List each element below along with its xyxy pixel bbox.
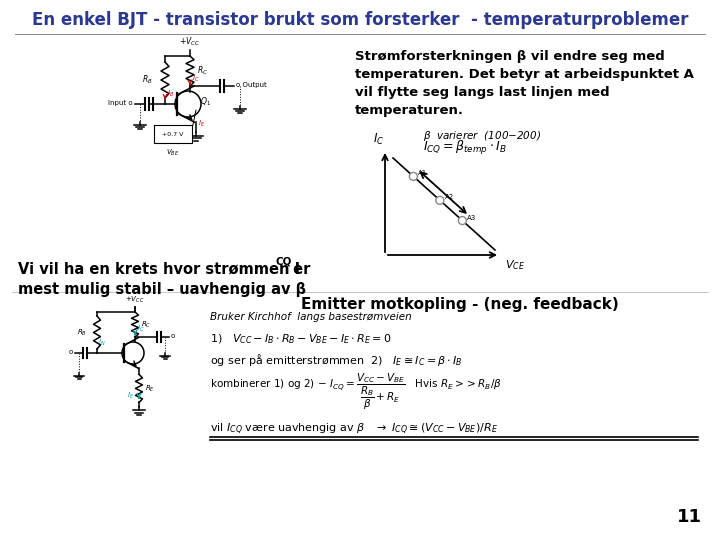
Text: $Q_1$: $Q_1$ bbox=[200, 96, 211, 108]
Text: $V_{CE}$: $V_{CE}$ bbox=[505, 258, 525, 272]
Text: $I_{CQ} = \beta_{temp} \cdot I_B$: $I_{CQ} = \beta_{temp} \cdot I_B$ bbox=[423, 139, 507, 157]
Text: $R_B$: $R_B$ bbox=[77, 327, 87, 338]
FancyBboxPatch shape bbox=[154, 125, 192, 143]
Text: A1: A1 bbox=[418, 171, 428, 177]
Text: o Output: o Output bbox=[236, 82, 266, 88]
Text: $I_C$: $I_C$ bbox=[137, 324, 145, 334]
Text: mest mulig stabil – uavhengig av β: mest mulig stabil – uavhengig av β bbox=[18, 282, 306, 297]
Text: A3: A3 bbox=[467, 214, 477, 220]
Text: $I_E$: $I_E$ bbox=[198, 119, 205, 130]
Text: Emitter motkopling - (neg. feedback): Emitter motkopling - (neg. feedback) bbox=[301, 297, 619, 312]
Text: vil flytte seg langs last linjen med: vil flytte seg langs last linjen med bbox=[355, 86, 610, 99]
Text: $I_C$: $I_C$ bbox=[192, 74, 199, 84]
Text: $I_E$: $I_E$ bbox=[127, 390, 134, 401]
Text: $R_C$: $R_C$ bbox=[141, 319, 151, 329]
Text: $R_B$: $R_B$ bbox=[143, 74, 153, 86]
Text: 11: 11 bbox=[677, 508, 702, 526]
Text: Strømforsterkningen β vil endre seg med: Strømforsterkningen β vil endre seg med bbox=[355, 50, 665, 63]
Text: o: o bbox=[68, 349, 73, 355]
Text: Input o: Input o bbox=[109, 100, 133, 106]
Text: $R_E$: $R_E$ bbox=[145, 383, 155, 394]
Text: $I_C$: $I_C$ bbox=[374, 132, 384, 147]
Text: temperaturen. Det betyr at arbeidspunktet A: temperaturen. Det betyr at arbeidspunkte… bbox=[355, 68, 694, 81]
Circle shape bbox=[410, 172, 418, 180]
Text: $+V_{CC}$: $+V_{CC}$ bbox=[125, 295, 145, 305]
Text: A2: A2 bbox=[445, 194, 454, 200]
Text: CQ: CQ bbox=[276, 257, 292, 267]
Text: +0.7 V: +0.7 V bbox=[162, 132, 184, 137]
Text: En enkel BJT - transistor brukt som forsterker  - temperaturproblemer: En enkel BJT - transistor brukt som fors… bbox=[32, 11, 688, 29]
Text: $+V_{CC}$: $+V_{CC}$ bbox=[179, 36, 201, 48]
Text: $I_B$: $I_B$ bbox=[167, 89, 174, 99]
Text: $\beta$  varierer  (100$-$200): $\beta$ varierer (100$-$200) bbox=[423, 129, 541, 143]
Text: $R_C$: $R_C$ bbox=[197, 65, 208, 77]
Text: vil $I_{CQ}$ være uavhengig av $\beta$   $\rightarrow$ $I_{CQ} \cong (V_{CC} - V: vil $I_{CQ}$ være uavhengig av $\beta$ $… bbox=[210, 422, 498, 437]
Text: og ser på emitterstrømmen  2)   $I_E \cong I_C = \beta \cdot I_B$: og ser på emitterstrømmen 2) $I_E \cong … bbox=[210, 352, 463, 368]
Text: $I_N$: $I_N$ bbox=[98, 338, 106, 348]
Text: $V_{BE}$: $V_{BE}$ bbox=[166, 148, 179, 158]
Text: temperaturen.: temperaturen. bbox=[355, 104, 464, 117]
Text: Bruker Kirchhof  langs basestrømveien: Bruker Kirchhof langs basestrømveien bbox=[210, 312, 412, 322]
Circle shape bbox=[436, 197, 444, 204]
Text: Vi vil ha en krets hvor strømmen I: Vi vil ha en krets hvor strømmen I bbox=[18, 262, 300, 277]
Circle shape bbox=[459, 217, 467, 225]
Text: 1)   $V_{CC} - I_B \cdot R_B - V_{BE} - I_E \cdot R_E = 0$: 1) $V_{CC} - I_B \cdot R_B - V_{BE} - I_… bbox=[210, 332, 392, 346]
Text: er: er bbox=[288, 262, 310, 277]
Text: o: o bbox=[171, 333, 175, 339]
Text: kombinerer 1) og 2) $-$ $I_{CQ} = \dfrac{V_{CC} - V_{BE}}{\dfrac{R_B}{\beta} + R: kombinerer 1) og 2) $-$ $I_{CQ} = \dfrac… bbox=[210, 372, 502, 412]
